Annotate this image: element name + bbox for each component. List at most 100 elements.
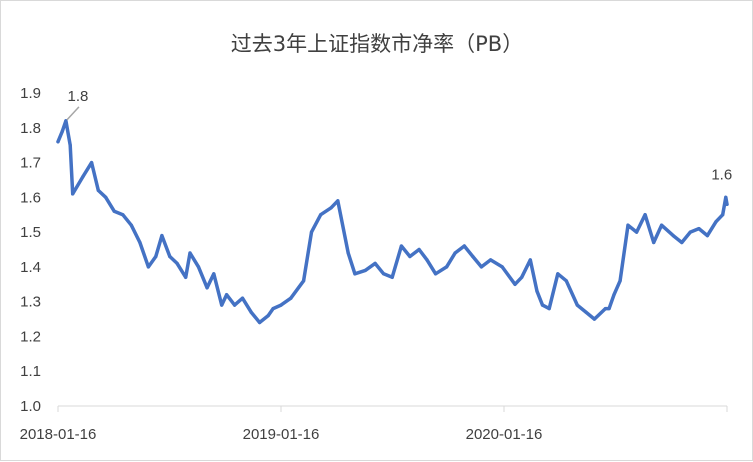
data-point <box>258 320 262 325</box>
data-point <box>584 310 588 314</box>
data-point <box>575 303 579 307</box>
y-tick-label: 1.5 <box>20 224 41 241</box>
data-point <box>725 202 729 206</box>
data-point <box>309 230 314 234</box>
data-point <box>626 223 630 227</box>
data-point <box>445 265 449 269</box>
data-point <box>489 258 493 262</box>
data-point <box>225 293 229 297</box>
data-point <box>528 258 532 262</box>
data-point <box>556 272 560 276</box>
data-point <box>319 213 323 217</box>
data-point <box>500 265 504 269</box>
data-point <box>705 234 710 238</box>
data-point <box>724 195 728 199</box>
data-point <box>71 192 75 196</box>
data-point <box>279 303 283 307</box>
data-label: 1.8 <box>68 88 89 105</box>
data-point <box>390 275 394 279</box>
data-label: 1.6 <box>711 166 732 183</box>
data-point <box>60 129 64 133</box>
data-point <box>271 307 275 311</box>
data-point <box>329 206 333 210</box>
series-layer <box>56 119 729 325</box>
y-tick-label: 1.7 <box>20 155 41 172</box>
y-tick-label: 1.8 <box>20 120 41 137</box>
data-point <box>714 220 718 224</box>
data-point <box>220 303 224 307</box>
y-tick-label: 1.2 <box>20 328 41 345</box>
y-tick-label: 1.6 <box>20 189 41 206</box>
data-point <box>81 174 85 179</box>
data-point <box>652 240 656 245</box>
data-point <box>373 261 377 265</box>
data-point <box>520 275 524 279</box>
data-point <box>68 143 72 147</box>
chart-title: 过去3年上证指数市净率（PB） <box>231 32 523 56</box>
data-point <box>346 251 350 255</box>
series-line <box>56 119 729 325</box>
data-point <box>168 254 172 259</box>
data-point <box>697 227 701 231</box>
data-point <box>564 279 568 283</box>
y-axis: 1.0 1.1 1.2 1.3 1.4 1.5 1.6 1.7 1.8 1.9 <box>20 85 41 415</box>
data-point <box>382 272 386 276</box>
data-point <box>249 310 253 314</box>
data-point <box>96 188 100 192</box>
data-point <box>399 244 403 248</box>
data-point <box>612 293 616 297</box>
data-point <box>592 317 597 321</box>
data-point <box>188 251 192 255</box>
data-point <box>154 254 158 259</box>
data-point <box>688 230 692 234</box>
data-point <box>680 240 684 245</box>
data-point <box>353 272 357 276</box>
data-point <box>196 265 201 269</box>
data-point <box>607 307 611 311</box>
data-point <box>363 268 367 272</box>
data-point <box>112 209 116 213</box>
data-point <box>240 296 245 300</box>
data-point <box>302 279 306 283</box>
data-point <box>64 119 68 123</box>
data-point <box>129 223 133 227</box>
data-point <box>160 234 164 238</box>
data-point <box>535 289 539 293</box>
data-point <box>146 265 150 269</box>
data-point <box>233 303 237 307</box>
data-point <box>434 272 438 276</box>
data-point <box>671 234 675 238</box>
data-point <box>205 286 209 290</box>
data-point <box>417 247 421 252</box>
data-point <box>184 275 188 279</box>
y-tick-label: 1.4 <box>20 259 41 276</box>
annotation-leader <box>66 106 80 121</box>
data-point <box>336 199 340 203</box>
y-tick-label: 1.9 <box>20 85 41 102</box>
data-point <box>453 251 457 255</box>
data-point <box>721 213 725 217</box>
x-tick-label: 2018-01-16 <box>20 426 97 443</box>
data-point <box>547 307 551 311</box>
data-point <box>212 272 216 276</box>
x-axis: 2018-01-16 2019-01-16 2020-01-16 <box>20 405 728 443</box>
data-point <box>121 213 125 217</box>
data-point <box>138 240 142 245</box>
data-point <box>408 254 412 259</box>
data-point <box>643 213 647 217</box>
data-point <box>540 303 545 307</box>
data-point <box>90 161 94 165</box>
y-tick-label: 1.1 <box>20 363 41 380</box>
data-point <box>56 140 60 144</box>
data-point <box>513 282 517 286</box>
data-point <box>479 265 483 269</box>
data-point <box>635 230 639 234</box>
x-tick-label: 2019-01-16 <box>243 426 320 443</box>
y-tick-label: 1.3 <box>20 294 41 311</box>
data-point <box>462 244 466 248</box>
data-point <box>660 223 664 227</box>
data-point <box>425 258 429 262</box>
y-tick-label: 1.0 <box>20 398 41 415</box>
data-point <box>266 314 270 318</box>
